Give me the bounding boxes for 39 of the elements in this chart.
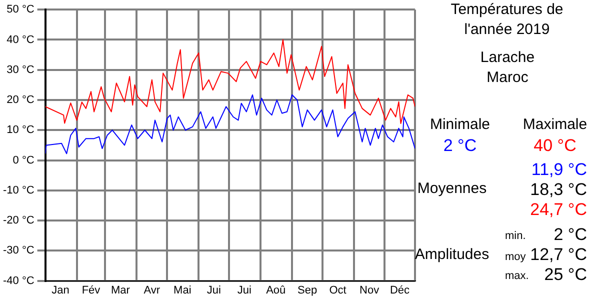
text: 12,7 °C — [530, 245, 587, 265]
x-tick-label: Sep — [298, 284, 318, 296]
x-tick-label: Avr — [144, 284, 160, 296]
y-tick-label: -30 °C — [2, 244, 34, 257]
text: 18,3 °C — [530, 180, 587, 200]
y-tick-label: 20 °C — [6, 94, 34, 106]
text: min. — [505, 230, 526, 242]
text: Maximale — [522, 116, 588, 133]
y-tick-label: 0 °C — [12, 154, 34, 166]
x-tick-label: Jui — [206, 284, 221, 296]
text: Températures de l'année 2019 — [450, 0, 564, 40]
y-tick-label: -40 °C — [2, 274, 34, 287]
x-tick-label: Aoû — [266, 284, 286, 296]
x-tick-label: Mai — [174, 284, 192, 296]
text: Larache Maroc — [479, 48, 536, 88]
x-tick-label: Fév — [82, 284, 101, 296]
y-tick-label: 50 °C — [6, 4, 34, 16]
x-tick-label: Oct — [329, 284, 346, 296]
x-tick-label: Déc — [390, 284, 410, 296]
text: max. — [505, 270, 529, 282]
text: moy — [505, 251, 526, 263]
text: 24,7 °C — [530, 200, 587, 220]
text: Minimale — [428, 116, 491, 133]
x-tick-label: Jan — [52, 284, 70, 296]
text: 11,9 °C — [531, 160, 587, 180]
text: Moyennes — [416, 180, 488, 197]
y-tick-label: 30 °C — [6, 64, 34, 76]
y-tick-label: 10 °C — [6, 124, 34, 136]
annotation: Amplitudes — [414, 246, 490, 263]
x-tick-label: Jui — [237, 284, 252, 296]
text: 40 °C — [532, 136, 578, 156]
text: 25 °C — [544, 265, 587, 285]
y-tick-label: -20 °C — [2, 214, 34, 227]
y-tick-label: -10 °C — [2, 184, 34, 196]
x-tick-label: Nov — [360, 284, 380, 296]
text: 2 °C — [554, 225, 587, 245]
x-tick-label: Mar — [110, 284, 130, 296]
y-tick-label: 40 °C — [6, 34, 34, 46]
text: 2 °C — [442, 136, 478, 156]
